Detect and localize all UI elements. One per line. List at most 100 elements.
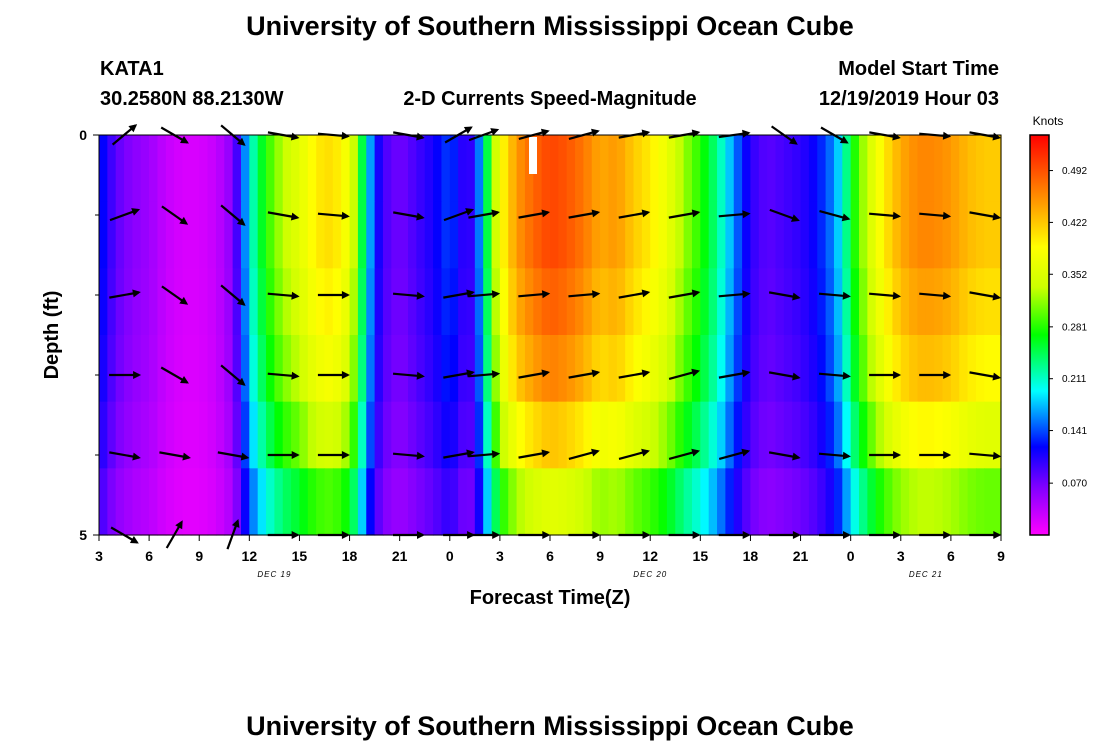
heatmap-cell (775, 201, 785, 269)
heatmap-cell (934, 335, 944, 403)
heatmap-cell (641, 468, 651, 536)
heatmap-cell (675, 135, 685, 203)
heatmap-cell (466, 268, 476, 336)
heatmap-cell (675, 401, 685, 469)
heatmap-cell (266, 201, 275, 269)
heatmap-cell (424, 201, 434, 269)
heatmap-cell (917, 335, 927, 403)
heatmap-cell (391, 335, 401, 403)
heatmap-cell (224, 335, 234, 403)
y-axis-label: Depth (ft) (41, 291, 63, 380)
heatmap-cell (591, 468, 601, 536)
heatmap-cell (232, 135, 242, 203)
heatmap-cell (499, 268, 509, 336)
heatmap-cell (892, 335, 902, 403)
current-arrow (518, 290, 551, 299)
heatmap-cell (909, 268, 919, 336)
heatmap-cell (282, 268, 292, 336)
heatmap-cell (391, 268, 401, 336)
heatmap-cell (240, 135, 250, 203)
heatmap-cell (199, 135, 209, 203)
heatmap-cell (224, 268, 234, 336)
heatmap-cell (190, 268, 200, 336)
current-arrow (668, 209, 701, 219)
heatmap-cell (767, 268, 777, 336)
heatmap-cell (149, 201, 159, 269)
heatmap-cell (566, 135, 576, 203)
heatmap-cell (349, 135, 359, 203)
heatmap-cell (575, 135, 585, 203)
x-tick-label: 18 (342, 548, 358, 564)
current-arrow (718, 448, 751, 460)
heatmap-cell (758, 201, 768, 269)
heatmap-cell (658, 268, 668, 336)
heatmap-cell (458, 468, 468, 536)
heatmap-cell (491, 268, 501, 336)
x-tick-label: 21 (793, 548, 809, 564)
x-date-label: DEC 20 (633, 570, 667, 579)
heatmap-cell (717, 268, 726, 336)
heatmap-cell (391, 135, 401, 203)
heatmap-cell (174, 135, 184, 203)
heatmap-cell (132, 201, 142, 269)
heatmap-cell (399, 201, 409, 269)
current-arrow (109, 289, 141, 299)
heatmap-cell (616, 401, 626, 469)
heatmap-cell (257, 401, 267, 469)
current-arrow (668, 368, 701, 380)
heatmap-cell (182, 468, 192, 536)
x-tick-label: 3 (496, 548, 504, 564)
heatmap-cell (140, 468, 150, 536)
heatmap-cell (616, 268, 626, 336)
heatmap-cell (224, 135, 234, 203)
heatmap-cell (483, 201, 493, 269)
heatmap-cell (859, 335, 868, 403)
heatmap-cell (374, 401, 384, 469)
heatmap-cell (608, 135, 618, 203)
heatmap-cell (600, 335, 610, 403)
x-tick-label: 12 (642, 548, 658, 564)
heatmap-cell (808, 335, 818, 403)
heatmap-cell (800, 135, 810, 203)
heatmap-cell (349, 468, 359, 536)
heatmap-cell (742, 135, 752, 203)
heatmap-cell (249, 201, 259, 269)
heatmap-cell (474, 201, 484, 269)
heatmap-cell (683, 201, 693, 269)
heatmap-cell (391, 468, 401, 536)
heatmap-cell (550, 401, 559, 469)
heatmap-cell (508, 335, 518, 403)
heatmap-cell (750, 201, 760, 269)
heatmap-cell (875, 401, 885, 469)
heatmap-cell (449, 468, 459, 536)
heatmap-cell (516, 401, 526, 469)
heatmap-cell (600, 268, 610, 336)
heatmap-cell (783, 468, 793, 536)
heatmap-cell (232, 201, 242, 269)
heatmap-cell (499, 468, 509, 536)
heatmap-cell (825, 468, 835, 536)
heatmap-cell (215, 401, 225, 469)
heatmap-cell (800, 335, 810, 403)
current-arrow (869, 451, 902, 459)
heatmap-cell (366, 401, 376, 469)
heatmap-cell (892, 268, 902, 336)
heatmap-cell (942, 335, 952, 403)
heatmap-cell (975, 201, 985, 269)
heatmap-cell (675, 201, 685, 269)
heatmap-cell (374, 135, 384, 203)
heatmap-cell (382, 468, 392, 536)
heatmap-cell (583, 135, 593, 203)
heatmap-cell (458, 268, 468, 336)
heatmap-cell (717, 135, 726, 203)
heatmap-cell (433, 401, 443, 469)
heatmap-cell (449, 268, 459, 336)
heatmap-cell (733, 201, 743, 269)
heatmap-cell (575, 335, 585, 403)
heatmap-cell (575, 268, 585, 336)
heatmap-cell (842, 468, 852, 536)
heatmap-cell (666, 468, 676, 536)
heatmap-cell (324, 135, 334, 203)
heatmap-cell (566, 335, 576, 403)
heatmap-cell (199, 268, 209, 336)
